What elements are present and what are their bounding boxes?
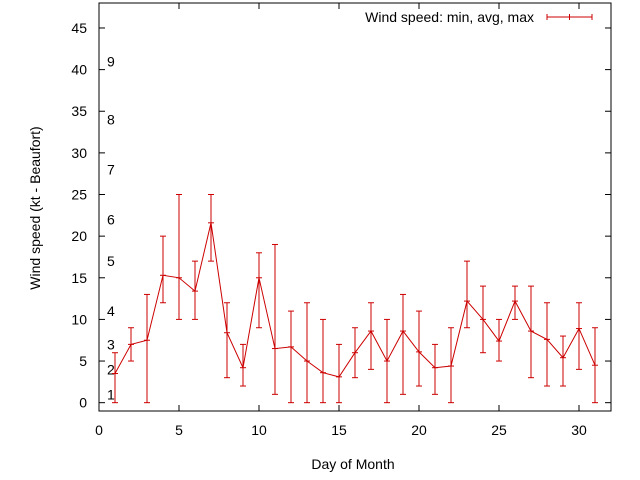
x-tick-label: 15 [331,422,347,438]
error-bar [224,302,230,379]
error-bar [416,310,422,387]
legend-sample [546,14,593,20]
error-bars [112,194,598,404]
legend-label: Wind speed: min, avg, max [365,9,534,25]
error-bar [400,293,406,395]
y-tick-label: 25 [71,187,87,203]
beaufort-label: 9 [107,53,115,69]
beaufort-label: 8 [107,112,115,128]
series-line [112,219,598,380]
error-bar [160,235,166,304]
x-tick-label: 10 [251,422,267,438]
y-tick-label: 5 [79,353,87,369]
error-bar [176,194,182,320]
y-tick-label: 20 [71,228,87,244]
y-tick-label: 10 [71,311,87,327]
x-axis-ticks: 0 5 10 15 20 25 30 [95,3,587,438]
error-bar [208,194,214,262]
error-bar [544,302,550,387]
error-bar [336,343,342,404]
beaufort-label: 7 [107,162,115,178]
beaufort-labels: 1 2 3 4 5 6 7 8 9 [107,53,115,402]
error-bar [576,302,582,370]
error-bar [112,352,118,404]
error-bar [272,243,278,395]
x-tick-label: 5 [175,422,183,438]
error-bar [144,293,150,404]
x-tick-label: 30 [571,422,587,438]
error-bar [464,260,470,329]
y-tick-label: 45 [71,20,87,36]
error-bar [304,302,310,404]
beaufort-label: 6 [107,211,115,227]
error-bar [288,310,294,404]
y-tick-label: 15 [71,270,87,286]
y-tick-label: 35 [71,103,87,119]
legend: Wind speed: min, avg, max [365,9,593,25]
beaufort-label: 5 [107,253,115,269]
error-bar [560,335,566,387]
y-axis-label: Wind speed (kt - Beaufort) [27,126,43,289]
error-bar [256,252,262,329]
y-tick-label: 30 [71,145,87,161]
error-bar [368,302,374,370]
plot-frame [98,2,612,412]
beaufort-label: 3 [107,336,115,352]
beaufort-label: 4 [107,303,115,319]
x-axis-label: Day of Month [311,456,394,472]
beaufort-label: 1 [107,386,115,402]
beaufort-label: 2 [107,361,115,377]
axes [98,2,612,412]
x-tick-label: 0 [95,422,103,438]
x-tick-label: 20 [411,422,427,438]
error-bar [320,318,326,404]
y-tick-label: 0 [79,395,87,411]
x-tick-label: 25 [491,422,507,438]
y-tick-label: 40 [71,62,87,78]
